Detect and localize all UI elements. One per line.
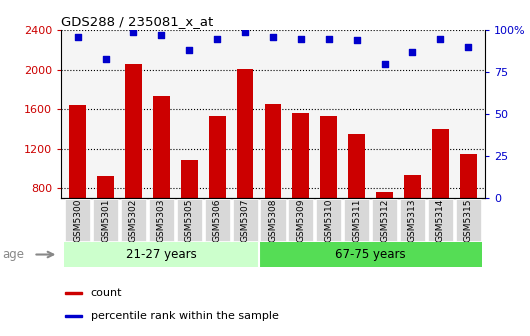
Point	[408, 49, 417, 55]
Text: GSM5315: GSM5315	[464, 198, 473, 242]
Bar	[97, 176, 114, 267]
Text: 67-75 years: 67-75 years	[335, 248, 406, 261]
Bar	[460, 154, 476, 267]
Text: GSM5313: GSM5313	[408, 198, 417, 242]
Bar	[264, 104, 281, 267]
Bar	[432, 129, 449, 267]
Text: GSM5306: GSM5306	[213, 198, 222, 242]
Point	[157, 33, 165, 38]
Text: GSM5309: GSM5309	[296, 198, 305, 242]
Text: GSM5301: GSM5301	[101, 198, 110, 242]
FancyBboxPatch shape	[149, 199, 174, 241]
Bar	[69, 106, 86, 267]
Text: GSM5311: GSM5311	[352, 198, 361, 242]
Text: GSM5314: GSM5314	[436, 198, 445, 242]
Bar	[376, 192, 393, 267]
Text: percentile rank within the sample: percentile rank within the sample	[91, 310, 278, 321]
Text: GSM5312: GSM5312	[380, 198, 389, 242]
Point	[101, 56, 110, 61]
FancyBboxPatch shape	[372, 199, 397, 241]
Text: GSM5310: GSM5310	[324, 198, 333, 242]
Bar	[209, 116, 226, 267]
Bar	[320, 116, 337, 267]
Point	[213, 36, 222, 41]
Bar	[65, 292, 82, 294]
Bar	[181, 160, 198, 267]
Bar	[237, 69, 253, 267]
Point	[352, 38, 361, 43]
Text: GSM5305: GSM5305	[185, 198, 194, 242]
Bar	[293, 113, 309, 267]
Text: GSM5307: GSM5307	[241, 198, 250, 242]
Bar	[65, 314, 82, 317]
FancyBboxPatch shape	[428, 199, 453, 241]
Text: GSM5302: GSM5302	[129, 198, 138, 242]
Text: GSM5303: GSM5303	[157, 198, 166, 242]
Text: GDS288 / 235081_x_at: GDS288 / 235081_x_at	[61, 15, 213, 28]
Point	[241, 29, 249, 35]
FancyBboxPatch shape	[288, 199, 313, 241]
Bar	[125, 64, 142, 267]
FancyBboxPatch shape	[176, 199, 202, 241]
Point	[381, 61, 389, 67]
Text: GSM5308: GSM5308	[269, 198, 277, 242]
Bar	[64, 242, 259, 267]
Point	[74, 34, 82, 40]
Text: count: count	[91, 288, 122, 298]
Text: GSM5300: GSM5300	[73, 198, 82, 242]
Point	[269, 34, 277, 40]
FancyBboxPatch shape	[205, 199, 229, 241]
Text: age: age	[3, 248, 25, 261]
Bar	[348, 134, 365, 267]
FancyBboxPatch shape	[233, 199, 258, 241]
Text: 21-27 years: 21-27 years	[126, 248, 197, 261]
Bar	[153, 96, 170, 267]
FancyBboxPatch shape	[400, 199, 425, 241]
Point	[297, 36, 305, 41]
Point	[324, 36, 333, 41]
Point	[129, 29, 138, 35]
FancyBboxPatch shape	[316, 199, 341, 241]
Point	[436, 36, 445, 41]
FancyBboxPatch shape	[65, 199, 90, 241]
Bar	[259, 242, 482, 267]
FancyBboxPatch shape	[93, 199, 118, 241]
Bar	[404, 174, 421, 267]
FancyBboxPatch shape	[260, 199, 286, 241]
Point	[464, 44, 472, 50]
Point	[185, 48, 193, 53]
FancyBboxPatch shape	[344, 199, 369, 241]
FancyBboxPatch shape	[121, 199, 146, 241]
FancyBboxPatch shape	[456, 199, 481, 241]
